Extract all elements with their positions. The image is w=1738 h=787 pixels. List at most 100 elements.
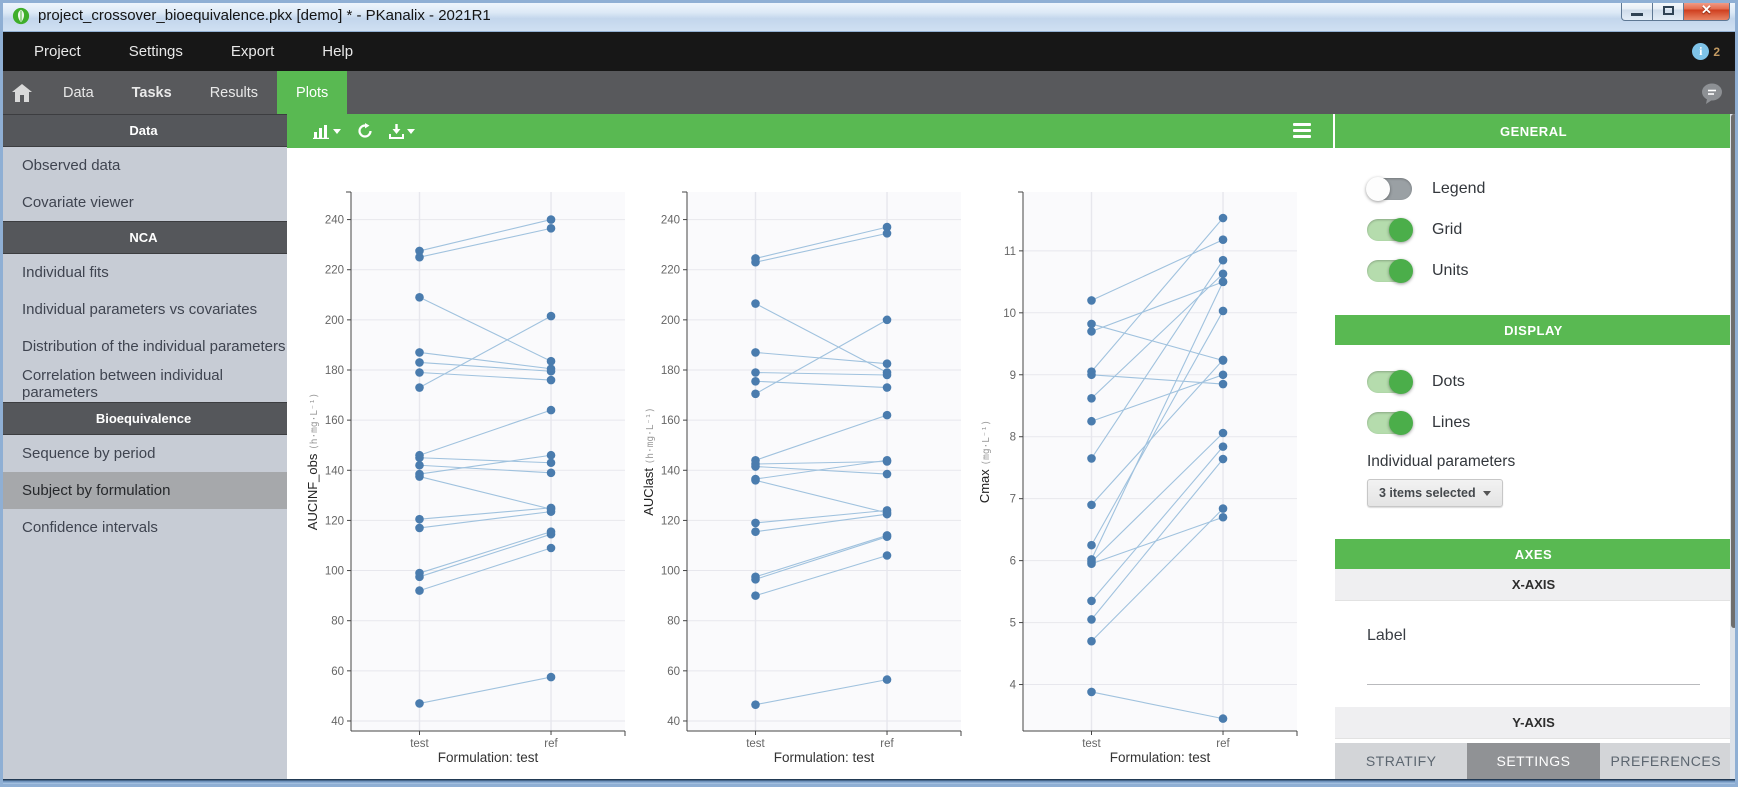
sidebar-item-covariate-viewer[interactable]: Covariate viewer xyxy=(22,194,134,211)
svg-text:140: 140 xyxy=(325,465,344,477)
minimize-button[interactable] xyxy=(1621,0,1653,21)
individual-parameters-select[interactable]: 3 items selected xyxy=(1367,479,1503,507)
chart-type-button[interactable] xyxy=(313,124,341,139)
dots-toggle-label: Dots xyxy=(1432,372,1465,390)
chart-type-caret-icon xyxy=(333,128,341,134)
home-icon xyxy=(12,83,32,102)
svg-text:ref: ref xyxy=(544,738,558,750)
sidebar-item-individual-fits[interactable]: Individual fits xyxy=(22,264,109,281)
export-caret-icon xyxy=(407,128,415,134)
sidebar-item-individual-parameters-vs-covariates[interactable]: Individual parameters vs covariates xyxy=(22,301,258,318)
svg-text:60: 60 xyxy=(331,666,344,678)
svg-text:test: test xyxy=(746,738,765,750)
sidebar-item-correlation-between-individual-parameters[interactable]: Correlation between individual parameter… xyxy=(22,366,223,401)
tab-results[interactable]: Results xyxy=(209,84,259,101)
svg-text:8: 8 xyxy=(1010,432,1016,444)
menu-export[interactable]: Export xyxy=(230,43,275,60)
title-bar: project_crossover_bioequivalence.pkx [de… xyxy=(0,0,1738,32)
grid-toggle-label: Grid xyxy=(1432,220,1463,238)
svg-text:180: 180 xyxy=(325,365,344,377)
svg-text:160: 160 xyxy=(661,415,680,427)
svg-text:180: 180 xyxy=(661,365,680,377)
pkanalix-logo-icon xyxy=(12,7,30,24)
svg-text:120: 120 xyxy=(661,515,680,527)
svg-text:11: 11 xyxy=(1004,246,1016,258)
svg-text:40: 40 xyxy=(667,716,680,728)
svg-text:120: 120 xyxy=(325,515,344,527)
svg-text:4: 4 xyxy=(1010,680,1017,692)
dots-toggle-row: Dots xyxy=(1335,361,1732,402)
svg-text:200: 200 xyxy=(661,315,680,327)
svg-text:80: 80 xyxy=(331,616,344,628)
dots-toggle[interactable] xyxy=(1367,369,1413,394)
panel-tab-preferences[interactable]: PREFERENCES xyxy=(1599,743,1732,779)
legend-toggle[interactable] xyxy=(1366,176,1412,201)
display-section-header: DISPLAY xyxy=(1335,315,1732,345)
download-icon xyxy=(389,123,404,139)
refresh-icon xyxy=(358,123,372,138)
sidebar-item-distribution-of-the-individual-parameters[interactable]: Distribution of the individual parameter… xyxy=(22,338,286,355)
x-axis-label-caption: Label xyxy=(1367,627,1407,644)
sidebar-section-bioequivalence: Bioequivalence xyxy=(0,402,287,435)
feedback-bubble-icon[interactable] xyxy=(1700,82,1724,104)
svg-text:AUClast (h·mg·L⁻¹): AUClast (h·mg·L⁻¹) xyxy=(641,407,656,516)
svg-text:test: test xyxy=(410,738,429,750)
svg-text:140: 140 xyxy=(661,465,680,477)
info-icon[interactable]: i xyxy=(1692,43,1710,60)
units-toggle-row: Units xyxy=(1335,250,1732,291)
tab-data[interactable]: Data xyxy=(63,84,94,101)
chart-aucinf-obs: 40 60 80 100 120 140 160 180 200 220 240 test ref For… xyxy=(305,191,626,765)
layout-menu-icon[interactable] xyxy=(1293,123,1311,138)
tab-tasks[interactable]: Tasks xyxy=(131,84,172,101)
svg-text:5: 5 xyxy=(1010,618,1016,630)
sidebar-item-sequence-by-period[interactable]: Sequence by period xyxy=(22,445,156,462)
menu-help[interactable]: Help xyxy=(322,43,354,60)
svg-text:6: 6 xyxy=(1010,556,1016,568)
plots-sidebar: Data Observed data Covariate viewer NCA Indi… xyxy=(0,114,287,779)
grid-toggle[interactable] xyxy=(1367,217,1413,242)
menu-bar: Project Settings Export Help i 2 xyxy=(0,32,1738,71)
maximize-button[interactable] xyxy=(1653,0,1684,21)
panel-tab-stratify[interactable]: STRATIFY xyxy=(1335,743,1468,779)
chart-cmax: 4 5 6 7 8 9 10 11 test ref Formulation: test Cmax (… xyxy=(977,191,1298,765)
home-tab[interactable] xyxy=(0,71,44,114)
menu-project[interactable]: Project xyxy=(34,43,81,60)
charts-area: 40 60 80 100 120 140 160 180 200 220 240 test ref For… xyxy=(287,148,1333,768)
panel-scrollbar[interactable] xyxy=(1730,114,1738,779)
svg-text:9: 9 xyxy=(1010,370,1016,382)
sidebar-item-subject-by-formulation[interactable]: Subject by formulation xyxy=(0,472,287,509)
axes-section-header: AXES xyxy=(1335,539,1732,569)
settings-panel: GENERAL Legend Grid Units DISPLAY Dots Line… xyxy=(1333,114,1738,779)
panel-footer-tabs: STRATIFY SETTINGS PREFERENCES xyxy=(1335,743,1732,779)
window-controls: ✕ xyxy=(1621,0,1730,21)
svg-text:ref: ref xyxy=(1216,738,1230,750)
y-axis-subheader: Y-AXIS xyxy=(1335,707,1732,739)
svg-text:7: 7 xyxy=(1010,494,1016,506)
svg-text:40: 40 xyxy=(331,716,344,728)
close-button[interactable]: ✕ xyxy=(1684,0,1730,21)
tab-plots[interactable]: Plots xyxy=(277,71,348,114)
export-image-button[interactable] xyxy=(389,123,415,139)
svg-text:ref: ref xyxy=(880,738,894,750)
svg-text:80: 80 xyxy=(667,616,680,628)
legend-toggle-row: Legend xyxy=(1335,168,1732,209)
svg-text:Cmax (mg·L⁻¹): Cmax (mg·L⁻¹) xyxy=(977,420,992,503)
lines-toggle-row: Lines xyxy=(1335,402,1732,443)
units-toggle[interactable] xyxy=(1367,258,1413,283)
sidebar-item-confidence-intervals[interactable]: Confidence intervals xyxy=(22,519,158,536)
sidebar-section-nca: NCA xyxy=(0,221,287,254)
individual-parameters-label: Individual parameters xyxy=(1367,453,1516,470)
x-axis-label-input[interactable] xyxy=(1367,669,1700,685)
refresh-button[interactable] xyxy=(357,123,373,139)
svg-text:test: test xyxy=(1082,738,1101,750)
plot-main-area: 40 60 80 100 120 140 160 180 200 220 240 test ref For… xyxy=(287,114,1333,779)
units-toggle-label: Units xyxy=(1432,261,1469,279)
sidebar-item-observed-data[interactable]: Observed data xyxy=(22,157,121,174)
legend-toggle-label: Legend xyxy=(1432,179,1486,197)
svg-text:100: 100 xyxy=(661,566,680,578)
menu-settings[interactable]: Settings xyxy=(128,43,183,60)
scrollbar-thumb[interactable] xyxy=(1731,114,1737,628)
panel-tab-settings[interactable]: SETTINGS xyxy=(1467,743,1600,779)
lines-toggle[interactable] xyxy=(1367,410,1413,435)
tab-bar: Data Tasks Results Plots xyxy=(0,71,1738,114)
